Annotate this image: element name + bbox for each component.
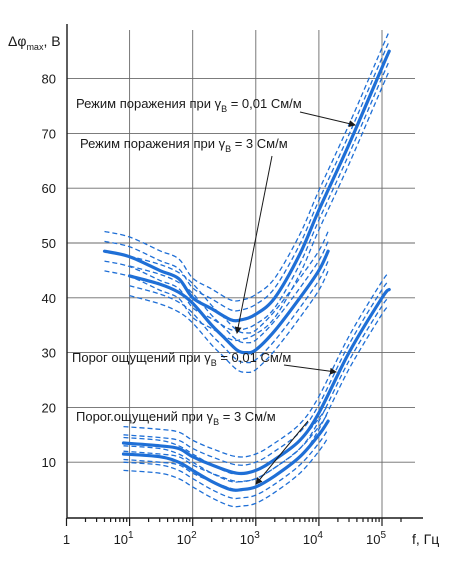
series-band-line <box>123 404 329 475</box>
series-line <box>128 249 330 355</box>
series-band-line <box>129 241 329 344</box>
y-tick-label: 50 <box>42 236 56 251</box>
series-band-line <box>129 260 329 364</box>
x-tick-label: 103 <box>240 530 260 547</box>
series-band-line <box>129 270 329 374</box>
annotation-label: Порог ощущений при γВ = 0,01 См/м <box>72 350 291 368</box>
annotation-label: Порог.ощущений при γВ = 3 См/м <box>76 409 276 427</box>
x-tick-label: 101 <box>114 530 134 547</box>
y-tick-label: 10 <box>42 455 56 470</box>
y-tick-label: 70 <box>42 126 56 141</box>
series-line <box>121 419 330 492</box>
series-band-line <box>123 437 329 508</box>
series-band-line <box>104 31 390 302</box>
series-band-line <box>129 231 329 334</box>
axis-labels: 10 20 30 40 50 60 70 80 1 101 102 103 104 105 Δφmax, В… <box>8 33 439 547</box>
series-band-line <box>104 60 390 332</box>
series-band-line <box>104 41 390 312</box>
series-line <box>102 49 391 323</box>
annotation-arrow <box>234 155 273 334</box>
series-group <box>102 31 391 508</box>
x-axis-label: f, Гц <box>412 531 439 547</box>
annotation-label: Режим поражения при γВ = 0,01 См/м <box>76 96 302 114</box>
x-tick-label: 102 <box>177 530 197 547</box>
axes <box>65 24 423 526</box>
series-band-line <box>123 412 329 483</box>
y-tick-label: 60 <box>42 181 56 196</box>
y-tick-label: 80 <box>42 72 56 87</box>
y-axis-label: Δφmax, В <box>8 33 61 52</box>
series-band-line <box>123 428 329 500</box>
x-tick-label: 104 <box>303 530 323 547</box>
series-band-line <box>123 272 390 458</box>
annotation-arrow <box>255 420 309 485</box>
series-band-line <box>104 70 390 342</box>
y-tick-label: 40 <box>42 291 56 306</box>
x-tick-label: 105 <box>366 530 386 547</box>
x-tick-label: 1 <box>63 532 70 547</box>
series-band-line <box>123 280 390 466</box>
annotations: Режим поражения при γВ = 0,01 См/м Режим … <box>72 96 356 485</box>
annotation-label: Режим поражения при γВ = 3 См/м <box>80 136 288 154</box>
y-tick-label: 30 <box>42 346 56 361</box>
y-tick-label: 20 <box>42 400 56 415</box>
annotation-arrow <box>283 364 337 375</box>
annotation-arrow <box>299 111 356 128</box>
